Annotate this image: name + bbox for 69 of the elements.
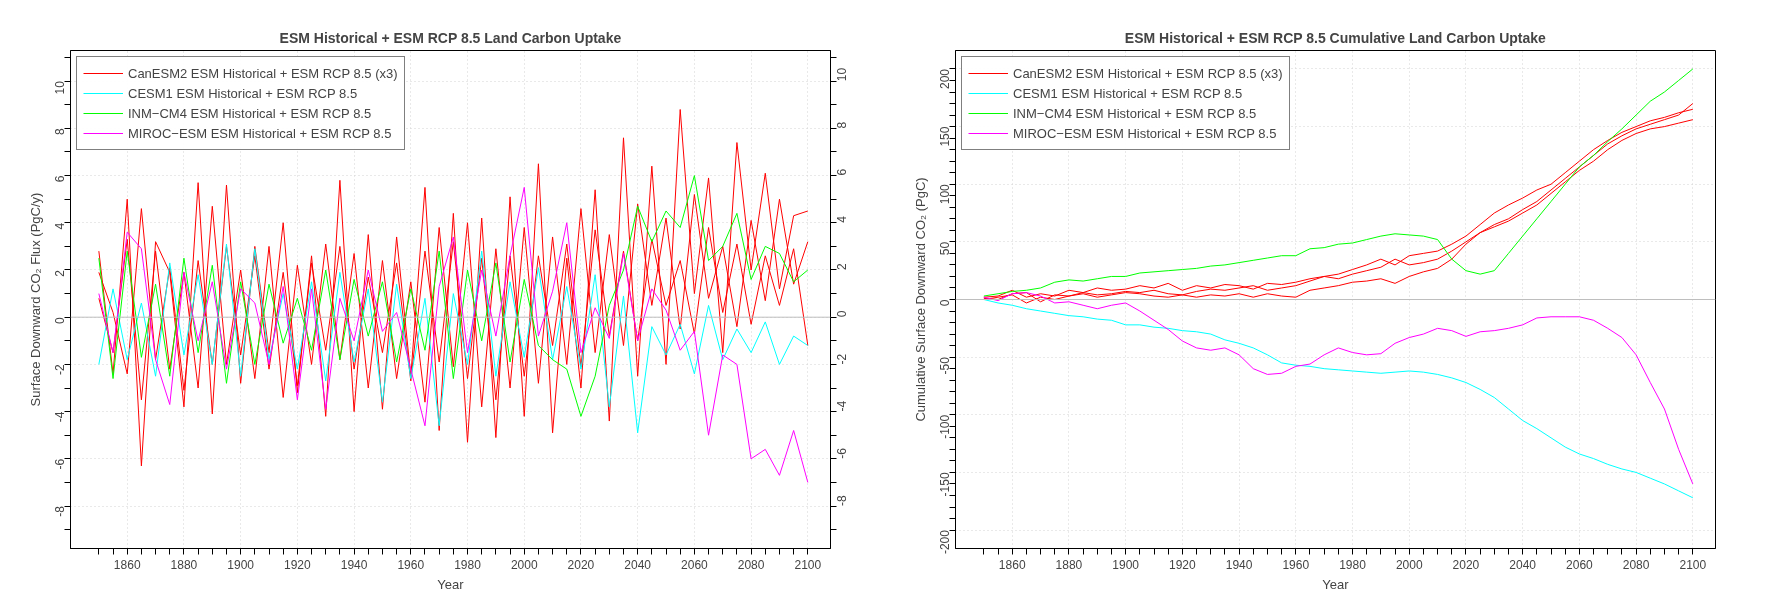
y2-tick-label: -8 <box>835 495 849 507</box>
y-axis-title: Cumulative Surface Downward CO₂ (PgC) <box>912 177 928 422</box>
legend-label: CanESM2 ESM Historical + ESM RCP 8.5 (x3) <box>128 65 398 81</box>
x-tick-label: 1920 <box>1169 557 1197 572</box>
y-tick-label: -4 <box>53 411 67 423</box>
x-tick-label: 1940 <box>1225 557 1253 572</box>
y-tick-label: 4 <box>53 222 67 230</box>
y-axis-title: Surface Downward CO₂ Flux (PgC/y) <box>27 192 43 407</box>
x-tick-label: 1880 <box>1055 557 1083 572</box>
x-tick-label: 1960 <box>397 557 425 572</box>
y-tick-label: 10 <box>53 80 67 95</box>
x-tick-label: 2060 <box>681 557 709 572</box>
x-tick-label: 1980 <box>1339 557 1367 572</box>
y-tick-label: -6 <box>53 458 67 470</box>
y-tick-label: -50 <box>938 356 952 375</box>
x-tick-label: 1900 <box>1112 557 1140 572</box>
legend-label: MIROC−ESM ESM Historical + ESM RCP 8.5 <box>1013 125 1277 141</box>
legend-label: CESM1 ESM Historical + ESM RCP 8.5 <box>128 85 358 101</box>
y-tick-label: 200 <box>938 68 952 89</box>
x-tick-label: 1960 <box>1282 557 1310 572</box>
x-tick-label: 1940 <box>340 557 368 572</box>
x-tick-label: 2020 <box>567 557 595 572</box>
y2-tick-label: 8 <box>835 121 849 129</box>
x-tick-label: 2040 <box>624 557 652 572</box>
y-tick-label: -150 <box>938 472 952 497</box>
x-axis-title: Year <box>437 576 465 592</box>
y-tick-label: 6 <box>53 175 67 183</box>
legend-label: INM−CM4 ESM Historical + ESM RCP 8.5 <box>1013 105 1257 121</box>
y2-tick-label: -4 <box>835 400 849 412</box>
x-tick-label: 2080 <box>737 557 765 572</box>
y-tick-label: 100 <box>938 183 952 205</box>
chart-title: ESM Historical + ESM RCP 8.5 Cumulative Land Carbon Uptake <box>1124 29 1547 46</box>
x-tick-label: 2020 <box>1452 557 1480 572</box>
y2-tick-label: 6 <box>835 168 849 176</box>
x-tick-label: 2000 <box>1395 557 1423 572</box>
x-tick-label: 1980 <box>454 557 482 572</box>
y-tick-label: 150 <box>938 126 952 147</box>
legend-label: MIROC−ESM ESM Historical + ESM RCP 8.5 <box>128 125 392 141</box>
x-tick-label: 1880 <box>170 557 198 572</box>
y-tick-label: 0 <box>938 299 952 307</box>
legend-label: INM−CM4 ESM Historical + ESM RCP 8.5 <box>128 105 372 121</box>
y-tick-label: 8 <box>53 128 67 136</box>
x-tick-label: 2080 <box>1622 557 1650 572</box>
y-tick-label: 0 <box>53 316 67 324</box>
legend-label: CESM1 ESM Historical + ESM RCP 8.5 <box>1013 85 1243 101</box>
y2-tick-label: 10 <box>835 67 849 82</box>
x-tick-label: 2100 <box>794 557 822 572</box>
x-tick-label: 2000 <box>510 557 538 572</box>
y-tick-label: 50 <box>938 241 952 256</box>
y-tick-label: 2 <box>53 269 67 277</box>
x-tick-label: 1900 <box>227 557 255 572</box>
chart-title: ESM Historical + ESM RCP 8.5 Land Carbon Uptake <box>279 29 622 46</box>
y-tick-label: -8 <box>53 505 67 517</box>
x-tick-label: 1860 <box>998 557 1026 572</box>
y2-tick-label: 0 <box>835 310 849 318</box>
y2-tick-label: 4 <box>835 215 849 223</box>
x-tick-label: 1860 <box>113 557 141 572</box>
y2-tick-label: -6 <box>835 447 849 459</box>
y-tick-label: -200 <box>938 529 952 555</box>
x-tick-label: 2100 <box>1679 557 1707 572</box>
legend-label: CanESM2 ESM Historical + ESM RCP 8.5 (x3) <box>1013 65 1283 81</box>
y2-tick-label: 2 <box>835 263 849 270</box>
y-tick-label: -100 <box>938 414 952 439</box>
x-tick-label: 1920 <box>284 557 312 572</box>
x-tick-label: 2040 <box>1509 557 1537 572</box>
x-tick-label: 2060 <box>1566 557 1594 572</box>
y2-tick-label: -2 <box>835 353 849 365</box>
x-axis-title: Year <box>1322 576 1350 592</box>
y-tick-label: -2 <box>53 364 67 376</box>
